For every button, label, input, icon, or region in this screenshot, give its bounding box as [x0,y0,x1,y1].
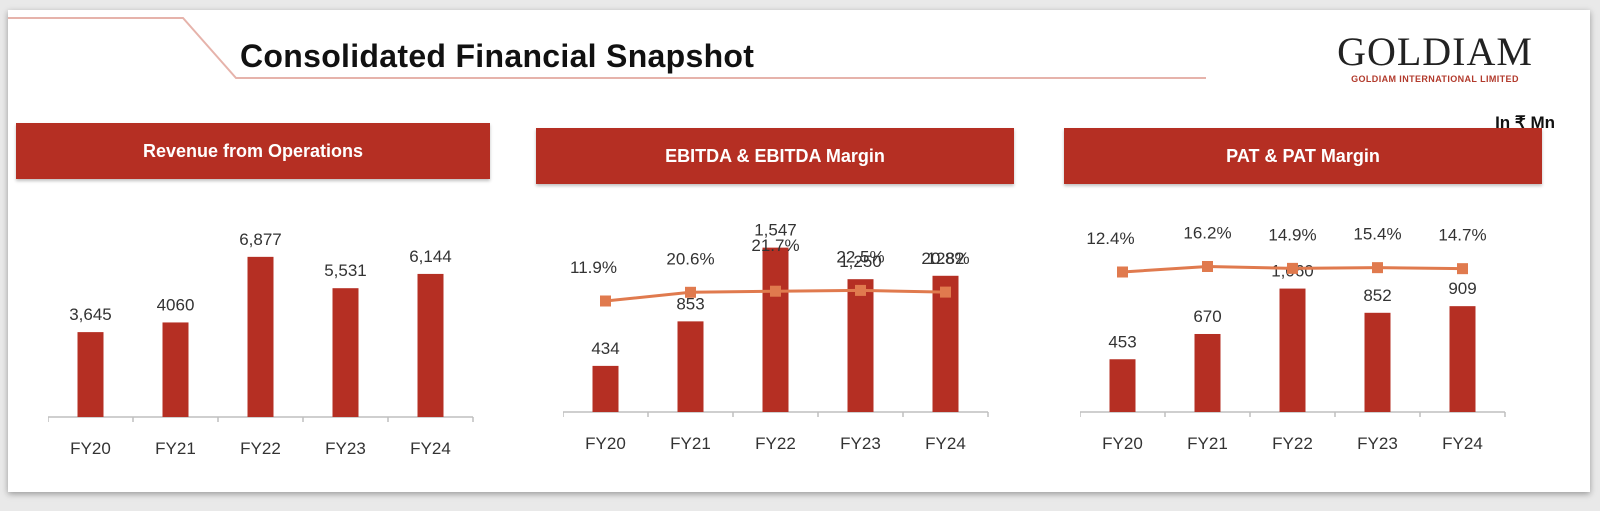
bar-value-label: 853 [676,294,704,313]
page-title: Consolidated Financial Snapshot [240,38,755,74]
margin-label: 14.7% [1438,226,1486,245]
bar [1109,359,1136,412]
category-label: FY23 [840,434,881,453]
bar [1194,333,1221,412]
bar [247,256,274,417]
margin-marker [1287,262,1298,274]
logo-wordmark: GOLDIAM [1337,29,1533,74]
category-label: FY20 [585,434,626,453]
revenue-chart: 3,645 FY20 4060 FY21 6,877 FY22 5,531 FY23 6,144… [48,230,474,458]
unit-label: In ₹ Mn [1495,113,1555,132]
category-label: FY22 [240,439,281,458]
margin-marker [770,285,781,297]
margin-label: 15.4% [1353,225,1401,244]
bar [762,247,789,412]
margin-label: 16.2% [1183,223,1231,242]
category-label: FY20 [1102,434,1143,453]
snapshot-card: Consolidated Financial Snapshot GOLDIAM … [8,10,1590,492]
margin-label: 20.6% [666,249,714,268]
category-label: FY22 [1272,434,1313,453]
margin-label: 14.9% [1268,225,1316,244]
category-label: FY21 [670,434,711,453]
bar [1279,288,1306,412]
margin-marker [1202,260,1213,272]
category-label: FY20 [70,439,111,458]
category-label: FY22 [755,434,796,453]
bar [332,288,359,417]
margin-label: 21.7% [751,236,799,255]
company-logo: GOLDIAM GOLDIAM INTERNATIONAL LIMITED [1320,29,1550,85]
margin-label: 11.9% [570,258,617,277]
bar [1449,306,1476,412]
bar-value-label: 909 [1448,279,1476,298]
margin-marker [1117,266,1128,278]
margin-marker [685,286,696,298]
margin-label: 22.5% [836,247,884,266]
margin-marker [855,284,866,296]
pat-chart-header: PAT & PAT Margin [1064,128,1542,184]
bar [162,322,189,417]
margin-marker [940,286,951,298]
bar [77,332,104,417]
bar-value-label: 3,645 [69,305,112,324]
bar [1364,312,1391,412]
margin-label: 12.4% [1086,229,1134,248]
category-label: FY24 [1442,434,1483,453]
ebitda-chart-header: EBITDA & EBITDA Margin [536,128,1014,184]
category-label: FY23 [1357,434,1398,453]
bar-value-label: 1,547 [754,221,797,240]
bar-value-label: 5,531 [324,261,367,280]
bar-value-label: 1,250 [839,252,882,271]
category-label: FY24 [925,434,966,453]
bar-value-label: 6,877 [239,230,282,249]
bar-value-label: 6,144 [409,247,452,266]
logo-subtitle: GOLDIAM INTERNATIONAL LIMITED [1351,74,1519,84]
category-label: FY23 [325,439,366,458]
pat-chart: 453FY20670FY211,060FY22852FY23909FY2412.… [1080,223,1506,453]
category-label: FY24 [410,439,451,458]
margin-label: 20.8% [921,249,969,268]
category-label: FY21 [1187,434,1228,453]
ebitda-chart: 434 FY20 853 FY21 1,547 FY22 1,250 FY23 1282 FY24… [563,221,989,453]
bar-value-label: 670 [1193,307,1221,326]
header-decoration [8,17,1206,79]
margin-marker [1457,263,1468,275]
margin-marker [1372,262,1383,274]
bar-value-label: 852 [1363,286,1391,305]
category-label: FY21 [155,439,196,458]
bar [592,365,619,412]
bar [932,275,959,412]
bar-value-label: 453 [1108,332,1136,351]
margin-marker [600,295,611,307]
bar [677,321,704,412]
bar-value-label: 1282 [927,249,965,268]
bar [417,273,444,417]
bar [847,279,874,412]
revenue-chart-header: Revenue from Operations [16,123,490,179]
bar-value-label: 434 [591,339,619,358]
bar-value-label: 4060 [157,295,195,314]
